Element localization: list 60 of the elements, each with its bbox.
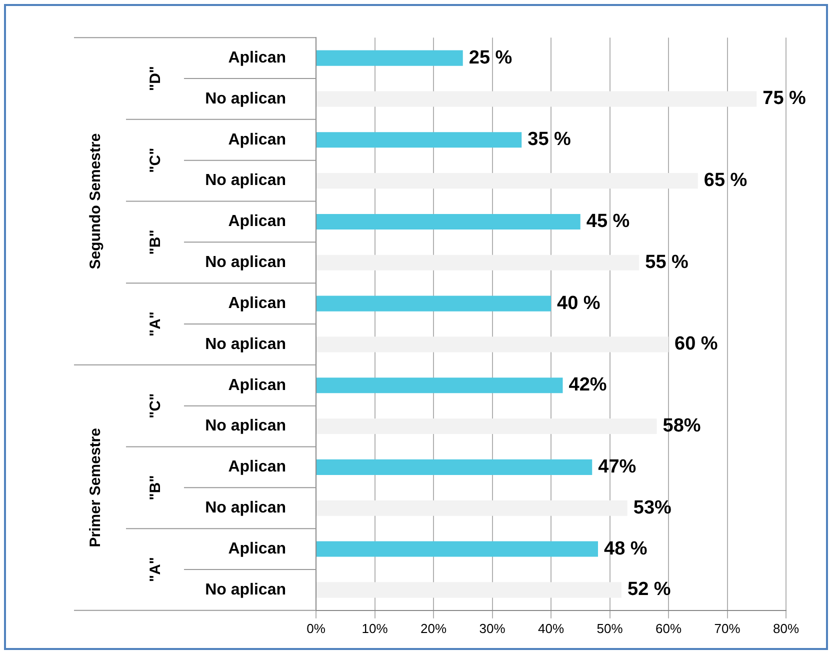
y-tick-label: No aplican xyxy=(205,581,286,598)
data-label: 58% xyxy=(662,416,701,437)
y-tick-label: Aplican xyxy=(228,131,286,148)
x-tick-label: 10% xyxy=(362,620,388,636)
y-tick-label: Aplican xyxy=(228,294,286,312)
data-label: 25 % xyxy=(468,47,512,68)
data-label: 47% xyxy=(598,456,636,478)
data-label: 35 % xyxy=(528,129,572,150)
data-label: 48 % xyxy=(604,538,648,560)
bar xyxy=(316,418,657,434)
data-label: 60 % xyxy=(674,334,718,355)
bar xyxy=(316,378,563,394)
x-tick-label: 20% xyxy=(420,620,447,636)
bar xyxy=(316,173,698,189)
y-tick-label: No aplican xyxy=(205,90,286,108)
bar xyxy=(316,500,628,516)
text: "C" xyxy=(147,393,164,418)
y-tick-label: No aplican xyxy=(205,254,286,272)
text: "D" xyxy=(147,66,164,92)
bar xyxy=(316,336,668,352)
y-tick-label: No aplican xyxy=(205,172,286,190)
x-tick-label: 50% xyxy=(596,620,624,636)
y-tick-label: Aplican xyxy=(228,49,286,66)
bar xyxy=(316,459,592,475)
y-tick-label: Aplican xyxy=(228,376,286,394)
x-tick-label: 80% xyxy=(772,620,800,636)
y-tick-label: Aplican xyxy=(228,458,286,476)
text: "A" xyxy=(147,556,164,582)
x-tick-label: 40% xyxy=(538,620,564,636)
y-tick-label: No aplican xyxy=(205,500,286,517)
bar xyxy=(316,214,580,230)
y-tick-label: No aplican xyxy=(205,418,286,435)
bar xyxy=(316,254,640,270)
x-tick-label: 30% xyxy=(479,620,506,636)
text: Segundo Semestre xyxy=(87,133,104,270)
text: "C" xyxy=(147,148,164,173)
bar xyxy=(316,91,757,107)
bar xyxy=(316,582,622,598)
x-tick-label: 0% xyxy=(306,620,326,636)
data-label: 75 % xyxy=(762,88,806,110)
data-label: 53% xyxy=(633,497,672,518)
y-tick-label: Aplican xyxy=(228,213,286,230)
text: "B" xyxy=(147,475,164,500)
data-label: 65 % xyxy=(704,170,748,192)
bar xyxy=(316,541,598,557)
bar xyxy=(316,296,551,312)
bar xyxy=(316,132,522,148)
bar xyxy=(316,50,463,66)
data-label: 42% xyxy=(568,374,607,396)
text: "B" xyxy=(147,230,164,255)
data-label: 52 % xyxy=(628,579,671,600)
y-tick-label: No aplican xyxy=(205,336,286,353)
x-tick-label: 60% xyxy=(655,620,682,636)
text: Primer Semestre xyxy=(87,428,104,548)
data-label: 55 % xyxy=(645,252,689,273)
y-tick-label: Aplican xyxy=(228,540,286,558)
text: "A" xyxy=(147,311,164,337)
data-label: 45 % xyxy=(586,210,630,232)
x-tick-label: 70% xyxy=(714,620,741,636)
data-label: 40 % xyxy=(557,292,600,314)
